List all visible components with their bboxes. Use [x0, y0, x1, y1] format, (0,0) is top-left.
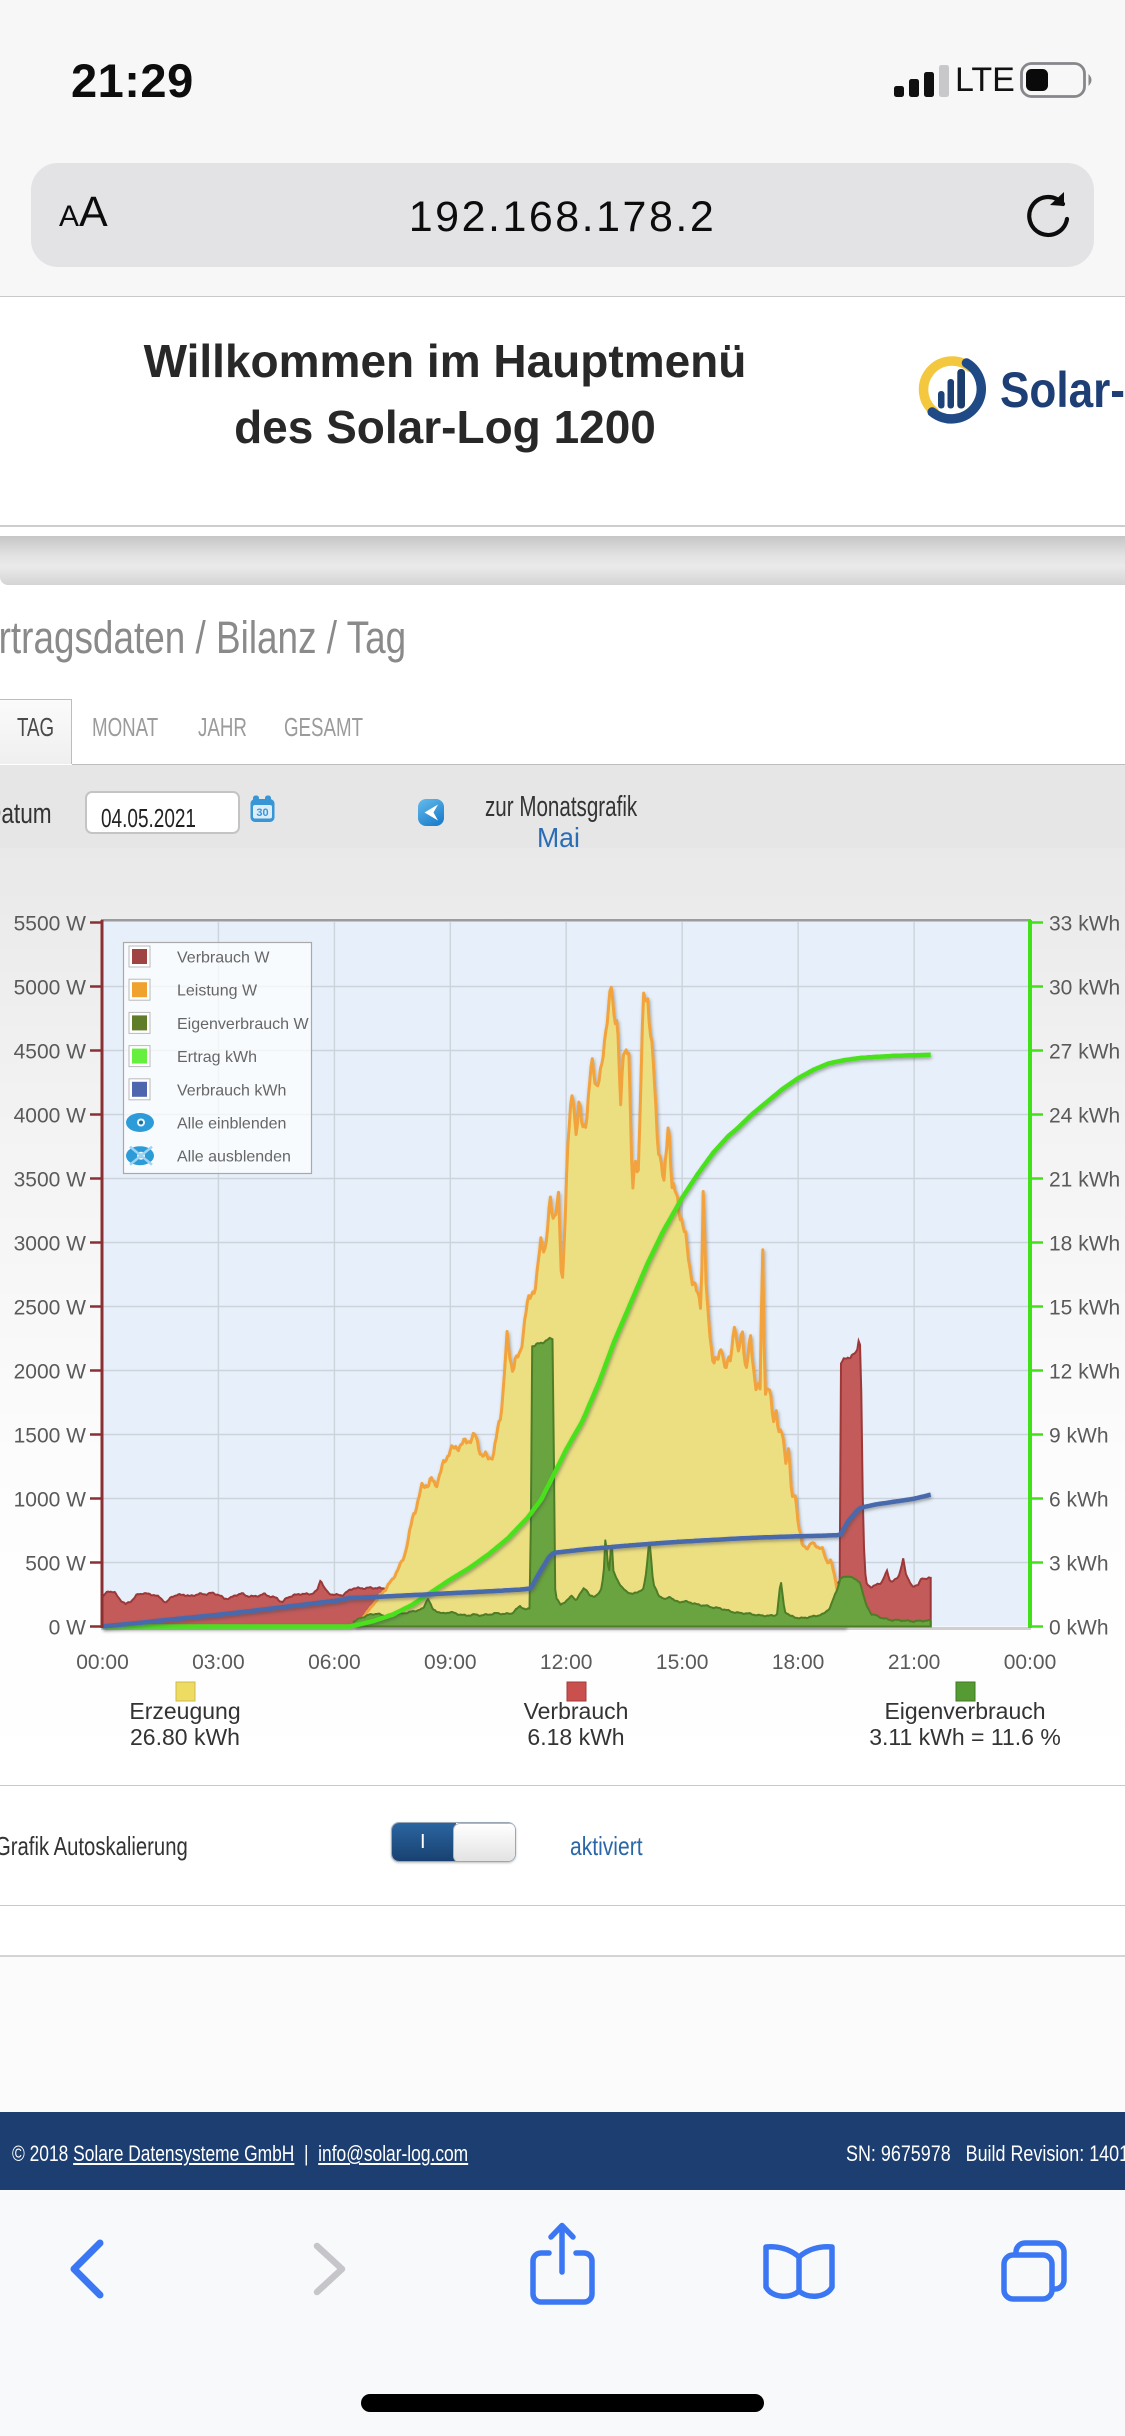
svg-text:Solar-: Solar-: [1000, 362, 1125, 418]
svg-text:12:00: 12:00: [540, 1651, 593, 1674]
svg-text:06:00: 06:00: [308, 1651, 361, 1674]
svg-text:3 kWh: 3 kWh: [1049, 1553, 1109, 1576]
svg-text:30 kWh: 30 kWh: [1049, 977, 1120, 1000]
svg-text:Leistung W: Leistung W: [177, 983, 258, 1000]
svg-text:3500 W: 3500 W: [14, 1169, 87, 1192]
svg-text:26.80 kWh: 26.80 kWh: [130, 1724, 240, 1750]
svg-text:24 kWh: 24 kWh: [1049, 1105, 1120, 1128]
svg-text:0 kWh: 0 kWh: [1049, 1617, 1109, 1640]
svg-text:3000 W: 3000 W: [14, 1233, 87, 1256]
svg-text:2000 W: 2000 W: [14, 1361, 87, 1384]
svg-text:Alle ausblenden: Alle ausblenden: [177, 1149, 291, 1166]
svg-text:18:00: 18:00: [772, 1651, 825, 1674]
svg-text:33 kWh: 33 kWh: [1049, 913, 1120, 936]
svg-text:Verbrauch W: Verbrauch W: [177, 950, 270, 967]
svg-text:15 kWh: 15 kWh: [1049, 1297, 1120, 1320]
svg-text:21:00: 21:00: [888, 1651, 941, 1674]
svg-text:1000 W: 1000 W: [14, 1489, 87, 1512]
svg-text:9 kWh: 9 kWh: [1049, 1425, 1109, 1448]
svg-text:5000 W: 5000 W: [14, 977, 87, 1000]
svg-text:00:00: 00:00: [76, 1651, 129, 1674]
svg-text:Verbrauch: Verbrauch: [524, 1698, 629, 1724]
svg-text:6 kWh: 6 kWh: [1049, 1489, 1109, 1512]
svg-text:03:00: 03:00: [192, 1651, 245, 1674]
svg-text:2500 W: 2500 W: [14, 1297, 87, 1320]
svg-text:Eigenverbrauch W: Eigenverbrauch W: [177, 1016, 310, 1033]
svg-text:Erzeugung: Erzeugung: [129, 1698, 240, 1724]
svg-text:30: 30: [256, 807, 268, 819]
svg-text:Alle einblenden: Alle einblenden: [177, 1116, 286, 1133]
svg-text:18 kWh: 18 kWh: [1049, 1233, 1120, 1256]
svg-text:15:00: 15:00: [656, 1651, 709, 1674]
svg-text:4500 W: 4500 W: [14, 1041, 87, 1064]
svg-text:Ertrag kWh: Ertrag kWh: [177, 1049, 257, 1066]
svg-text:21 kWh: 21 kWh: [1049, 1169, 1120, 1192]
svg-text:12 kWh: 12 kWh: [1049, 1361, 1120, 1384]
svg-text:1500 W: 1500 W: [14, 1425, 87, 1448]
svg-text:00:00: 00:00: [1004, 1651, 1057, 1674]
svg-text:0 W: 0 W: [49, 1617, 87, 1640]
svg-text:6.18 kWh: 6.18 kWh: [527, 1724, 624, 1750]
svg-text:Eigenverbrauch: Eigenverbrauch: [884, 1698, 1045, 1724]
svg-text:5500 W: 5500 W: [14, 913, 87, 936]
svg-text:500 W: 500 W: [25, 1553, 86, 1576]
svg-text:Verbrauch kWh: Verbrauch kWh: [177, 1082, 286, 1099]
svg-text:09:00: 09:00: [424, 1651, 477, 1674]
svg-text:4000 W: 4000 W: [14, 1105, 87, 1128]
svg-text:27 kWh: 27 kWh: [1049, 1041, 1120, 1064]
svg-text:3.11 kWh = 11.6 %: 3.11 kWh = 11.6 %: [869, 1724, 1061, 1750]
